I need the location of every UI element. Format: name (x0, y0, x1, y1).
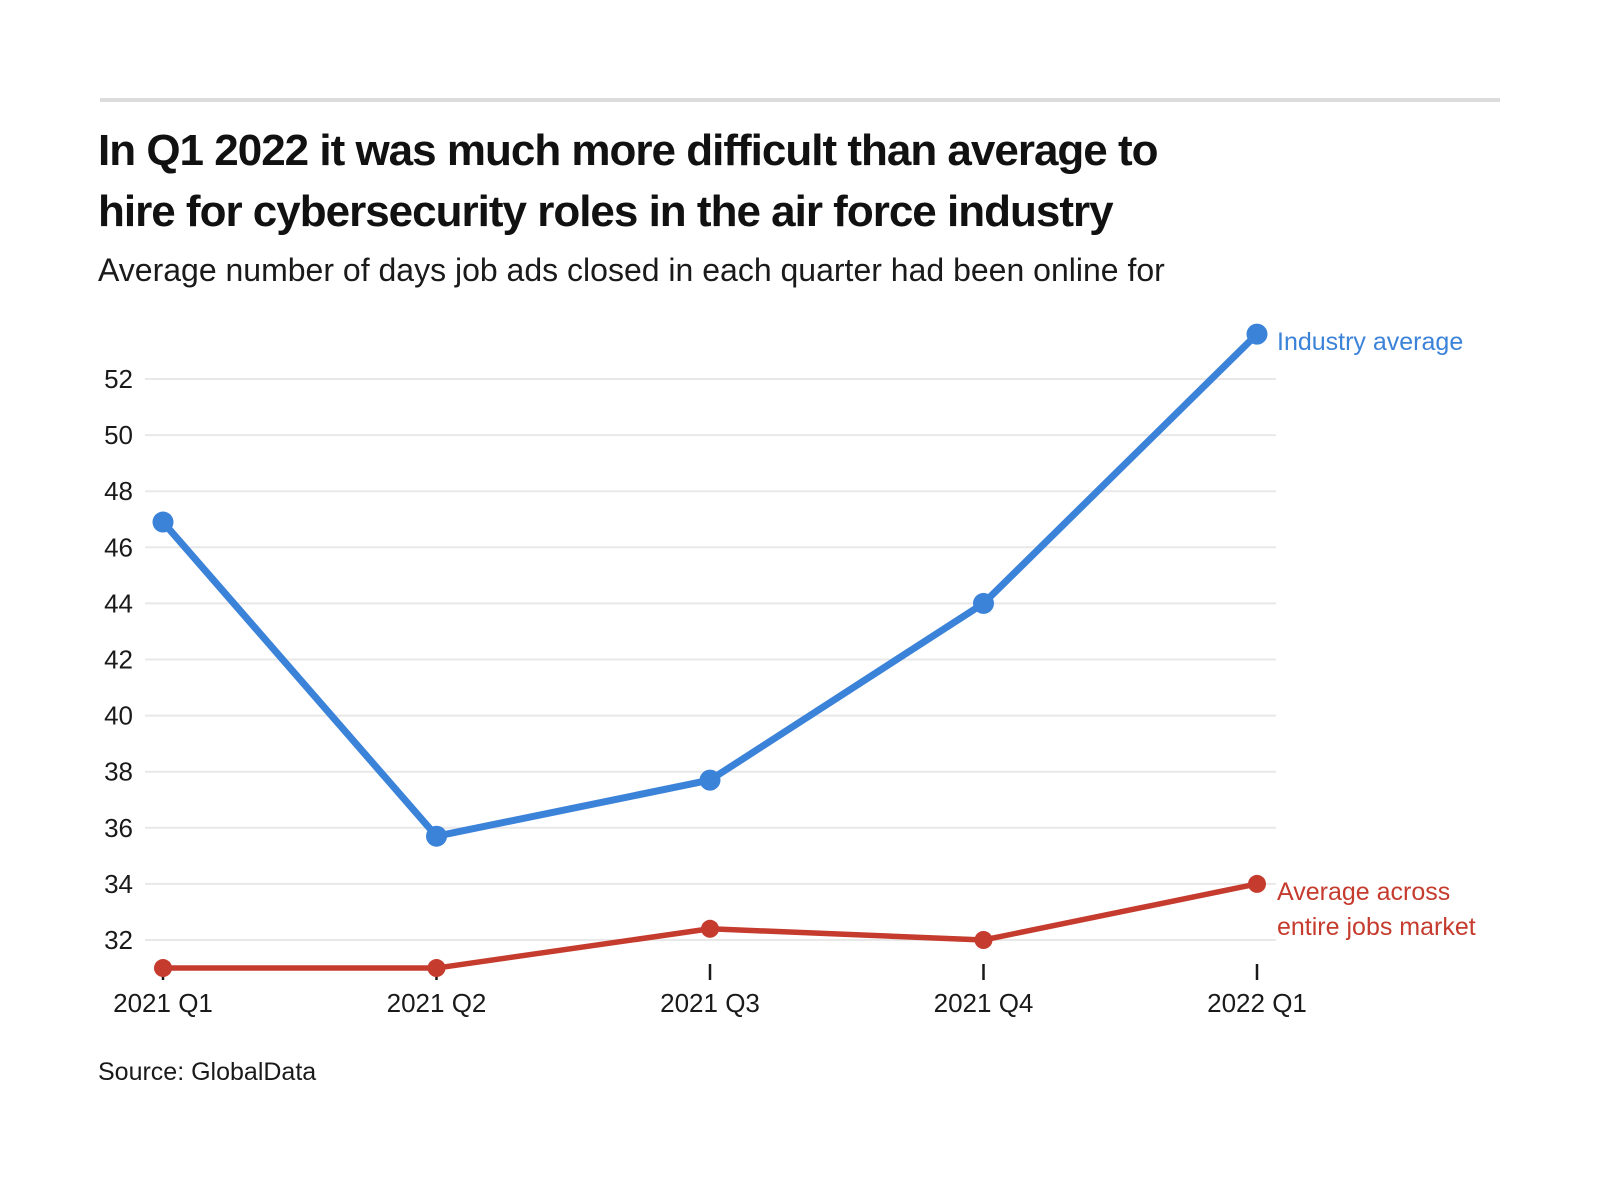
y-axis-label-50: 50 (104, 420, 133, 450)
y-axis-label-36: 36 (104, 813, 133, 843)
data-point-industry-average-3 (973, 592, 994, 614)
data-point-average-across-entire-jobs-market-0 (154, 959, 172, 978)
x-axis-label-2021-q3: 2021 Q3 (660, 988, 760, 1018)
x-axis-label-2021-q4: 2021 Q4 (934, 988, 1034, 1018)
chart-subtitle: Average number of days job ads closed in… (98, 252, 1165, 288)
y-axis-label-48: 48 (104, 476, 133, 506)
data-point-average-across-entire-jobs-market-2 (701, 919, 719, 938)
x-axis-label-2021-q1: 2021 Q1 (113, 988, 213, 1018)
data-point-average-across-entire-jobs-market-3 (974, 931, 993, 949)
y-axis-label-38: 38 (104, 757, 133, 787)
x-axis-label-2021-q2: 2021 Q2 (387, 988, 487, 1018)
data-point-industry-average-4 (1246, 323, 1268, 345)
series-line-industry-average (159, 330, 1261, 840)
data-point-industry-average-2 (699, 769, 721, 791)
y-axis-label-42: 42 (104, 645, 133, 675)
y-axis-label-32: 32 (104, 925, 133, 955)
legend-label-average-across-entire-jobs-market: Average across entire jobs market (1277, 878, 1476, 941)
source-note: Source: GlobalData (98, 1058, 317, 1086)
y-axis-label-40: 40 (104, 701, 133, 731)
data-point-average-across-entire-jobs-market-4 (1248, 874, 1266, 893)
y-axis-label-46: 46 (104, 532, 133, 562)
data-point-average-across-entire-jobs-market-1 (427, 959, 446, 978)
data-point-industry-average-0 (152, 511, 174, 533)
legend-label-industry-average: Industry average (1277, 328, 1463, 356)
x-axis-label-2022-q1: 2022 Q1 (1207, 988, 1307, 1018)
data-point-industry-average-1 (426, 825, 447, 847)
y-axis-label-44: 44 (104, 588, 133, 618)
y-axis-label-34: 34 (104, 869, 133, 899)
top-divider (100, 98, 1500, 102)
chart-title: In Q1 2022 it was much more difficult th… (98, 126, 1159, 236)
y-axis-label-52: 52 (104, 364, 133, 394)
